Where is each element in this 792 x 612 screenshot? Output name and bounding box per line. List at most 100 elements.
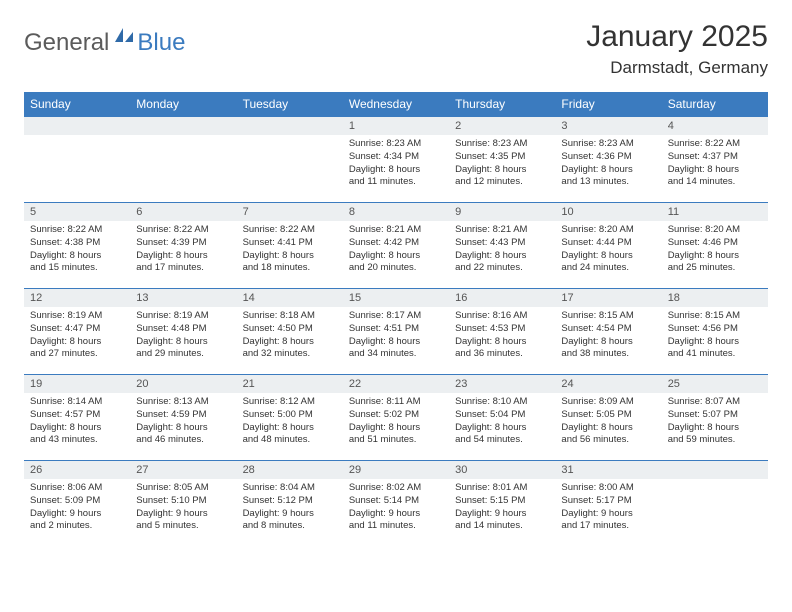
day-number: 12 <box>24 289 130 307</box>
day-cell: 7Sunrise: 8:22 AMSunset: 4:41 PMDaylight… <box>237 203 343 289</box>
day-cell: 11Sunrise: 8:20 AMSunset: 4:46 PMDayligh… <box>662 203 768 289</box>
day-cell: 1Sunrise: 8:23 AMSunset: 4:34 PMDaylight… <box>343 117 449 203</box>
day-number: 2 <box>449 117 555 135</box>
day-details: Sunrise: 8:04 AMSunset: 5:12 PMDaylight:… <box>237 479 343 537</box>
header: General Blue January 2025 Darmstadt, Ger… <box>24 20 768 78</box>
day-details: Sunrise: 8:15 AMSunset: 4:56 PMDaylight:… <box>662 307 768 365</box>
day-details: Sunrise: 8:10 AMSunset: 5:04 PMDaylight:… <box>449 393 555 451</box>
day-details: Sunrise: 8:18 AMSunset: 4:50 PMDaylight:… <box>237 307 343 365</box>
day-cell: 30Sunrise: 8:01 AMSunset: 5:15 PMDayligh… <box>449 461 555 547</box>
day-details: Sunrise: 8:00 AMSunset: 5:17 PMDaylight:… <box>555 479 661 537</box>
day-number: 23 <box>449 375 555 393</box>
day-header: Friday <box>555 92 661 117</box>
logo-text-blue: Blue <box>137 29 185 57</box>
day-cell <box>662 461 768 547</box>
day-header: Saturday <box>662 92 768 117</box>
day-cell: 28Sunrise: 8:04 AMSunset: 5:12 PMDayligh… <box>237 461 343 547</box>
day-cell: 8Sunrise: 8:21 AMSunset: 4:42 PMDaylight… <box>343 203 449 289</box>
day-number: 29 <box>343 461 449 479</box>
day-cell: 29Sunrise: 8:02 AMSunset: 5:14 PMDayligh… <box>343 461 449 547</box>
day-cell: 6Sunrise: 8:22 AMSunset: 4:39 PMDaylight… <box>130 203 236 289</box>
day-cell: 18Sunrise: 8:15 AMSunset: 4:56 PMDayligh… <box>662 289 768 375</box>
logo-text-general: General <box>24 29 109 57</box>
title-block: January 2025 Darmstadt, Germany <box>586 20 768 78</box>
day-details: Sunrise: 8:21 AMSunset: 4:43 PMDaylight:… <box>449 221 555 279</box>
day-cell: 27Sunrise: 8:05 AMSunset: 5:10 PMDayligh… <box>130 461 236 547</box>
day-number: 10 <box>555 203 661 221</box>
day-cell: 13Sunrise: 8:19 AMSunset: 4:48 PMDayligh… <box>130 289 236 375</box>
day-cell: 23Sunrise: 8:10 AMSunset: 5:04 PMDayligh… <box>449 375 555 461</box>
day-cell: 2Sunrise: 8:23 AMSunset: 4:35 PMDaylight… <box>449 117 555 203</box>
week-row: 26Sunrise: 8:06 AMSunset: 5:09 PMDayligh… <box>24 461 768 547</box>
day-cell: 24Sunrise: 8:09 AMSunset: 5:05 PMDayligh… <box>555 375 661 461</box>
day-details: Sunrise: 8:07 AMSunset: 5:07 PMDaylight:… <box>662 393 768 451</box>
calendar-body: 1Sunrise: 8:23 AMSunset: 4:34 PMDaylight… <box>24 117 768 547</box>
day-number: 20 <box>130 375 236 393</box>
day-details: Sunrise: 8:22 AMSunset: 4:41 PMDaylight:… <box>237 221 343 279</box>
day-number: 19 <box>24 375 130 393</box>
week-row: 5Sunrise: 8:22 AMSunset: 4:38 PMDaylight… <box>24 203 768 289</box>
empty-daynum-bar <box>24 117 130 135</box>
day-details: Sunrise: 8:16 AMSunset: 4:53 PMDaylight:… <box>449 307 555 365</box>
day-details: Sunrise: 8:14 AMSunset: 4:57 PMDaylight:… <box>24 393 130 451</box>
day-number: 16 <box>449 289 555 307</box>
day-cell: 17Sunrise: 8:15 AMSunset: 4:54 PMDayligh… <box>555 289 661 375</box>
location: Darmstadt, Germany <box>586 58 768 78</box>
day-number: 4 <box>662 117 768 135</box>
empty-daynum-bar <box>237 117 343 135</box>
day-cell: 4Sunrise: 8:22 AMSunset: 4:37 PMDaylight… <box>662 117 768 203</box>
day-number: 3 <box>555 117 661 135</box>
day-number: 1 <box>343 117 449 135</box>
logo: General Blue <box>24 26 185 59</box>
day-header: Thursday <box>449 92 555 117</box>
day-cell <box>130 117 236 203</box>
day-details: Sunrise: 8:23 AMSunset: 4:35 PMDaylight:… <box>449 135 555 193</box>
day-details: Sunrise: 8:15 AMSunset: 4:54 PMDaylight:… <box>555 307 661 365</box>
day-number: 18 <box>662 289 768 307</box>
day-cell: 21Sunrise: 8:12 AMSunset: 5:00 PMDayligh… <box>237 375 343 461</box>
day-number: 26 <box>24 461 130 479</box>
day-number: 13 <box>130 289 236 307</box>
day-details: Sunrise: 8:19 AMSunset: 4:47 PMDaylight:… <box>24 307 130 365</box>
day-number: 14 <box>237 289 343 307</box>
day-details: Sunrise: 8:12 AMSunset: 5:00 PMDaylight:… <box>237 393 343 451</box>
empty-daynum-bar <box>130 117 236 135</box>
day-number: 24 <box>555 375 661 393</box>
day-number: 28 <box>237 461 343 479</box>
day-details: Sunrise: 8:21 AMSunset: 4:42 PMDaylight:… <box>343 221 449 279</box>
day-header: Wednesday <box>343 92 449 117</box>
empty-daynum-bar <box>662 461 768 479</box>
day-number: 30 <box>449 461 555 479</box>
month-title: January 2025 <box>586 20 768 54</box>
day-details: Sunrise: 8:22 AMSunset: 4:37 PMDaylight:… <box>662 135 768 193</box>
day-cell <box>237 117 343 203</box>
day-number: 25 <box>662 375 768 393</box>
day-header: Tuesday <box>237 92 343 117</box>
day-cell: 14Sunrise: 8:18 AMSunset: 4:50 PMDayligh… <box>237 289 343 375</box>
day-number: 7 <box>237 203 343 221</box>
day-cell: 19Sunrise: 8:14 AMSunset: 4:57 PMDayligh… <box>24 375 130 461</box>
week-row: 1Sunrise: 8:23 AMSunset: 4:34 PMDaylight… <box>24 117 768 203</box>
day-header: Sunday <box>24 92 130 117</box>
week-row: 19Sunrise: 8:14 AMSunset: 4:57 PMDayligh… <box>24 375 768 461</box>
week-row: 12Sunrise: 8:19 AMSunset: 4:47 PMDayligh… <box>24 289 768 375</box>
day-number: 22 <box>343 375 449 393</box>
day-cell: 15Sunrise: 8:17 AMSunset: 4:51 PMDayligh… <box>343 289 449 375</box>
day-cell: 22Sunrise: 8:11 AMSunset: 5:02 PMDayligh… <box>343 375 449 461</box>
day-details: Sunrise: 8:20 AMSunset: 4:44 PMDaylight:… <box>555 221 661 279</box>
day-number: 6 <box>130 203 236 221</box>
day-details: Sunrise: 8:23 AMSunset: 4:34 PMDaylight:… <box>343 135 449 193</box>
day-number: 5 <box>24 203 130 221</box>
day-details: Sunrise: 8:23 AMSunset: 4:36 PMDaylight:… <box>555 135 661 193</box>
day-details: Sunrise: 8:05 AMSunset: 5:10 PMDaylight:… <box>130 479 236 537</box>
day-number: 9 <box>449 203 555 221</box>
day-cell: 16Sunrise: 8:16 AMSunset: 4:53 PMDayligh… <box>449 289 555 375</box>
day-number: 31 <box>555 461 661 479</box>
day-details: Sunrise: 8:17 AMSunset: 4:51 PMDaylight:… <box>343 307 449 365</box>
day-cell: 20Sunrise: 8:13 AMSunset: 4:59 PMDayligh… <box>130 375 236 461</box>
day-cell: 10Sunrise: 8:20 AMSunset: 4:44 PMDayligh… <box>555 203 661 289</box>
day-details: Sunrise: 8:13 AMSunset: 4:59 PMDaylight:… <box>130 393 236 451</box>
day-number: 15 <box>343 289 449 307</box>
day-number: 11 <box>662 203 768 221</box>
day-details: Sunrise: 8:01 AMSunset: 5:15 PMDaylight:… <box>449 479 555 537</box>
